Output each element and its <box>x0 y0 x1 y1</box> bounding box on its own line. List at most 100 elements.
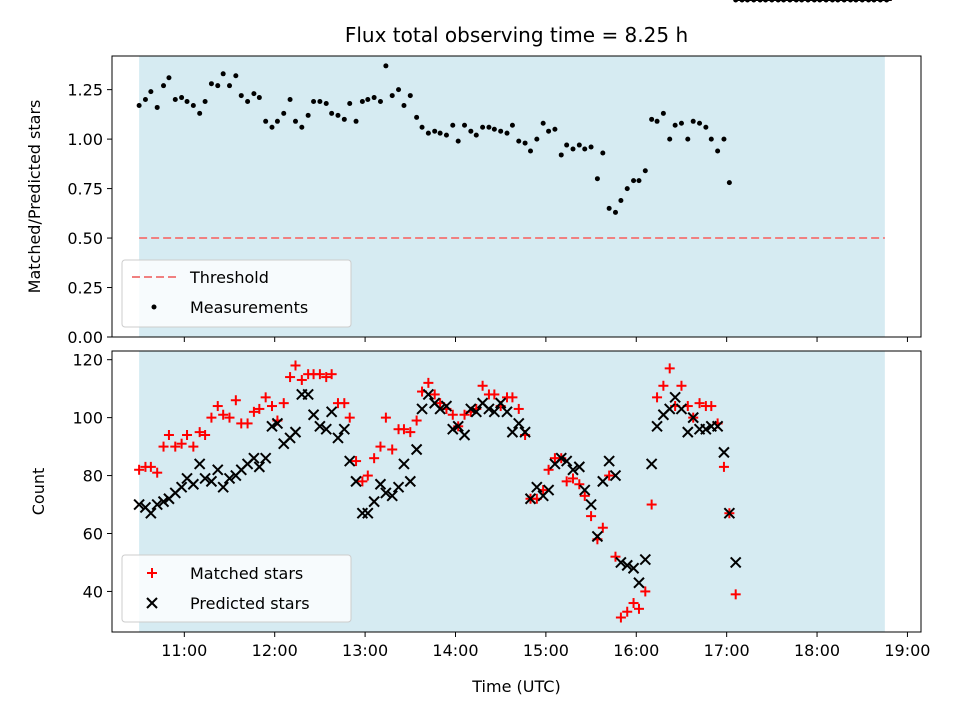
matched-star-point <box>730 589 741 600</box>
matched-star-point <box>664 363 675 374</box>
predicted-star-point <box>175 481 188 493</box>
predicted-star-point <box>259 452 272 464</box>
legend-predicted-label: Predicted stars <box>190 594 310 613</box>
predicted-star-point <box>603 455 615 467</box>
chart-title: Flux total observing time = 8.25 h <box>345 23 688 47</box>
matched-star-point <box>628 598 639 609</box>
measurement-point <box>287 97 293 103</box>
measurement-point <box>558 152 564 158</box>
measurement-point <box>371 95 377 101</box>
measurement-point <box>419 124 425 130</box>
measurement-point <box>179 95 185 101</box>
measurement-point <box>245 99 251 105</box>
measurement-point <box>582 146 588 152</box>
x-tick-label: 16:00 <box>613 641 659 660</box>
matched-star-point <box>375 441 386 452</box>
predicted-star-point <box>332 432 344 444</box>
measurement-point <box>166 75 172 81</box>
predicted-star-point <box>398 458 410 470</box>
bottom-legend-box <box>121 554 352 623</box>
measurement-point <box>432 128 438 134</box>
matched-star-point <box>296 374 307 385</box>
x-tick-label: 17:00 <box>704 641 750 660</box>
measurement-point <box>353 118 359 124</box>
measurement-point <box>197 110 203 116</box>
matched-star-point <box>145 461 156 472</box>
predicted-star-point <box>368 495 380 508</box>
predicted-star-point <box>585 498 597 511</box>
matched-star-point <box>242 418 253 429</box>
measurement-point <box>726 180 732 186</box>
predicted-star-point <box>133 498 145 511</box>
measurement-point <box>468 128 474 134</box>
top-x-ticks <box>183 337 908 342</box>
predicted-star-point <box>320 423 332 435</box>
predicted-star-point <box>458 429 471 441</box>
measurement-point <box>383 63 389 69</box>
measurement-point <box>504 130 510 136</box>
predicted-star-point <box>205 475 218 488</box>
measurement-point <box>299 124 305 130</box>
measurement-point <box>678 120 684 126</box>
matched-star-point <box>652 392 663 403</box>
x-tick-label: 14:00 <box>432 641 478 660</box>
predicted-star-point <box>465 403 477 415</box>
predicted-star-point <box>452 420 464 433</box>
predicted-star-point <box>639 553 652 566</box>
matched-star-point <box>574 479 585 490</box>
measurement-point <box>347 100 353 106</box>
predicted-star-point <box>307 409 320 421</box>
measurement-point <box>618 197 624 203</box>
measurement-point <box>251 91 257 97</box>
measurement-point <box>552 126 558 132</box>
measurement-point <box>311 99 317 105</box>
predicted-star-point <box>470 406 482 418</box>
predicted-star-point <box>555 452 567 464</box>
legend-matched-label: Matched stars <box>190 564 303 583</box>
predicted-star-point <box>573 461 586 473</box>
y-tick-label: 100 <box>72 409 103 428</box>
matched-star-point <box>254 403 265 414</box>
predicted-star-point <box>615 556 627 569</box>
measurement-point <box>450 122 456 128</box>
measurement-point <box>690 118 696 124</box>
measurement-point <box>323 100 329 106</box>
measurement-point <box>443 132 449 138</box>
predicted-stars-points <box>133 0 892 589</box>
measurement-point <box>238 93 244 99</box>
top-legend-box <box>121 259 352 328</box>
measurement-point <box>256 95 262 101</box>
y-tick-label: 1.00 <box>67 130 103 149</box>
matched-star-point <box>706 401 717 412</box>
x-tick-label: 11:00 <box>161 641 207 660</box>
matched-star-point <box>622 606 633 617</box>
predicted-star-point <box>187 478 200 490</box>
matched-star-point <box>610 551 621 562</box>
predicted-star-point <box>627 562 640 574</box>
matched-star-point <box>586 511 597 522</box>
matched-star-point <box>134 464 145 475</box>
measurement-point <box>733 0 739 3</box>
matched-star-point <box>543 464 554 475</box>
y-tick-label: 0.75 <box>67 180 103 199</box>
predicted-star-point <box>506 426 519 438</box>
measurement-point <box>667 136 673 142</box>
measurement-point <box>184 99 190 105</box>
measurement-point <box>462 122 468 128</box>
bottom-axes-frame <box>111 350 922 633</box>
predicted-star-point <box>248 452 260 464</box>
measurement-point <box>534 136 540 142</box>
matched-star-point <box>411 415 422 426</box>
measurement-point <box>425 130 431 136</box>
predicted-star-point <box>447 423 459 435</box>
matched-star-point <box>369 453 380 464</box>
measurement-point <box>227 83 233 89</box>
bottom-panel: 40 60 80 100 120 11:00 12:00 13:00 14:00 15:00 16… <box>29 0 930 696</box>
predicted-star-point <box>344 455 356 467</box>
measurement-point <box>365 97 371 103</box>
x-tick-label: 15:00 <box>523 641 569 660</box>
measurement-point <box>317 99 323 105</box>
matched-star-point <box>266 401 277 412</box>
matched-star-point <box>423 377 434 388</box>
